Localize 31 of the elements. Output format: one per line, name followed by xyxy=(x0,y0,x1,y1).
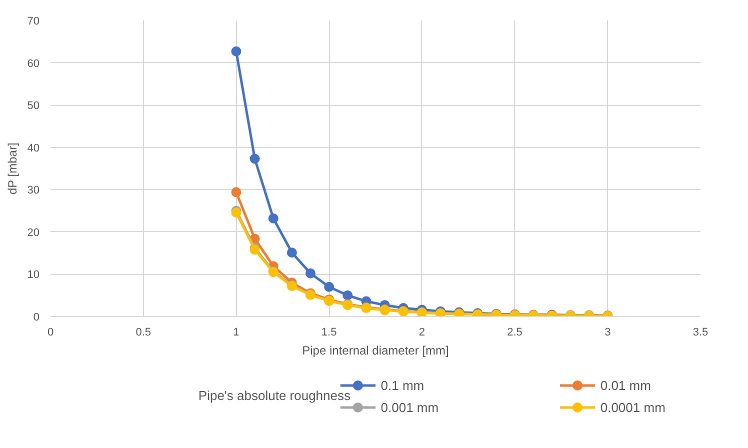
x-tick-label: 0 xyxy=(47,326,54,338)
y-tick-label: 50 xyxy=(27,100,40,112)
x-tick-label: 1.5 xyxy=(321,326,337,338)
y-tick-label: 30 xyxy=(27,184,40,197)
point xyxy=(286,248,297,258)
y-tick-label: 40 xyxy=(27,142,40,154)
point xyxy=(306,268,316,278)
x-tick-label: 2 xyxy=(418,326,425,338)
x-axis-title: Pipe internal diameter [mm] xyxy=(302,344,449,358)
legend-label: 0.0001 mm xyxy=(600,400,666,415)
legend-label: 0.1 mm xyxy=(380,378,424,393)
y-axis-title: dP [mbar] xyxy=(5,142,20,195)
point xyxy=(250,154,260,164)
point xyxy=(231,46,242,56)
point xyxy=(324,282,334,292)
x-tick-label: 1 xyxy=(233,326,240,338)
legend-title: Pipe's absolute roughness xyxy=(198,388,351,403)
legend-label: 0.01 mm xyxy=(600,378,651,393)
point xyxy=(342,290,353,300)
y-tick-label: 10 xyxy=(27,269,40,282)
x-tick-label: 3.5 xyxy=(692,326,708,338)
point xyxy=(231,187,242,198)
y-tick-label: 60 xyxy=(27,58,40,70)
x-tick-label: 2.5 xyxy=(507,326,522,338)
y-tick-label: 20 xyxy=(27,226,40,239)
legend-label: 0.001 mm xyxy=(380,400,439,415)
y-tick-label: 0 xyxy=(33,312,40,324)
x-tick-label: 3 xyxy=(604,326,611,338)
y-tick-label: 70 xyxy=(27,16,40,28)
x-tick-label: 0.5 xyxy=(136,326,152,338)
point xyxy=(268,213,278,224)
